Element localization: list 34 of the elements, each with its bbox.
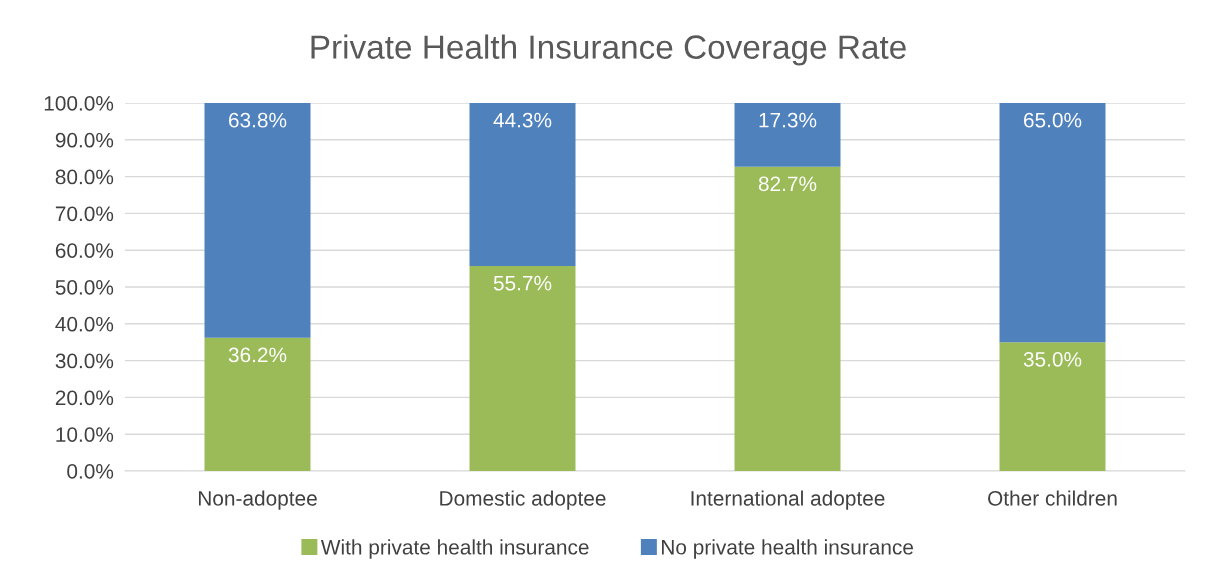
- bar: [469, 266, 576, 471]
- x-tick-label: International adoptee: [691, 490, 885, 510]
- y-tick-label: 70.0%: [55, 206, 114, 222]
- bar: [734, 166, 841, 471]
- bar: [469, 103, 576, 267]
- data-label: 55.7%: [493, 275, 552, 291]
- y-tick-label: 90.0%: [55, 132, 114, 148]
- y-tick-label: 80.0%: [55, 169, 114, 185]
- x-tick-label: Other children: [988, 490, 1117, 506]
- data-label: 44.3%: [493, 112, 552, 128]
- y-tick-label: 40.0%: [55, 316, 114, 332]
- x-tick-label: Non-adoptee: [198, 490, 317, 510]
- y-tick-label: 50.0%: [55, 280, 114, 295]
- data-label: 17.3%: [759, 112, 817, 128]
- bar: [204, 103, 311, 338]
- data-label: 36.2%: [228, 347, 287, 363]
- y-tick-label: 20.0%: [55, 390, 114, 406]
- y-tick-label: 10.0%: [56, 427, 114, 442]
- y-tick-label: 60.0%: [55, 243, 114, 258]
- legend-label: No private health insurance: [662, 539, 914, 559]
- bar: [999, 103, 1106, 343]
- bar: [204, 337, 311, 471]
- legend-label: With private health insurance: [320, 539, 589, 559]
- bar: [734, 103, 841, 167]
- y-tick-label: 30.0%: [55, 353, 114, 369]
- x-tick-label: Domestic adoptee: [440, 490, 606, 510]
- y-tick-label: 0.0%: [67, 464, 114, 479]
- data-label: 65.0%: [1024, 112, 1082, 128]
- data-label: 82.7%: [758, 176, 817, 192]
- bar: [999, 342, 1106, 471]
- y-tick-label: 100.0%: [44, 96, 114, 111]
- chart-title: Private Health Insurance Coverage Rate: [311, 34, 906, 66]
- data-label: 63.8%: [229, 112, 287, 128]
- data-label: 35.0%: [1023, 351, 1082, 367]
